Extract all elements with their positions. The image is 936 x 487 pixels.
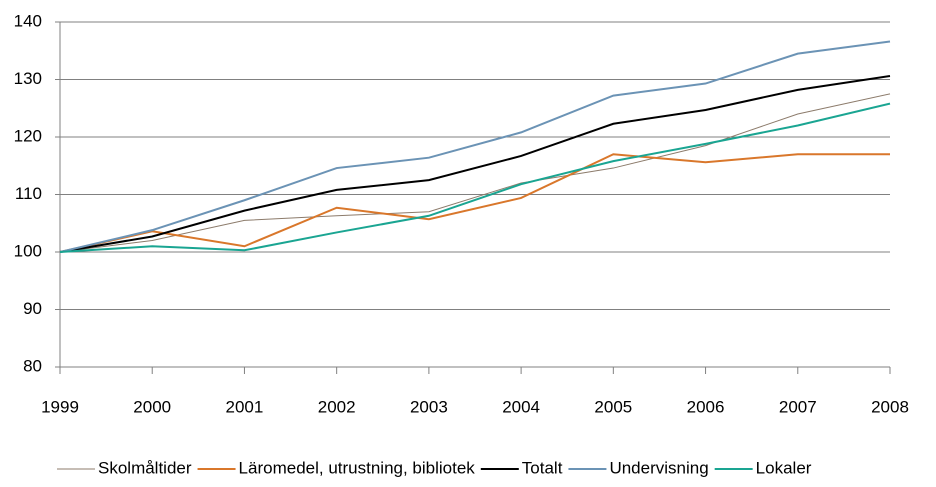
legend-label: Lokaler xyxy=(756,458,812,477)
x-tick-label: 2002 xyxy=(318,397,356,416)
series-line xyxy=(59,102,891,253)
legend-label: Totalt xyxy=(522,458,563,477)
x-tick-label: 2003 xyxy=(410,397,448,416)
series-line xyxy=(59,40,891,253)
x-tick-label: 2000 xyxy=(133,397,171,416)
y-tick-label: 130 xyxy=(14,69,42,88)
series-line xyxy=(59,93,891,253)
x-tick-label: 2004 xyxy=(502,397,540,416)
y-tick-label: 80 xyxy=(23,356,42,375)
y-tick-label: 120 xyxy=(14,126,42,145)
x-tick-label: 2006 xyxy=(687,397,725,416)
legend-label: Undervisning xyxy=(609,458,708,477)
x-tick-label: 1999 xyxy=(41,397,79,416)
y-tick-label: 90 xyxy=(23,299,42,318)
x-tick-label: 2001 xyxy=(226,397,264,416)
x-tick-label: 2007 xyxy=(779,397,817,416)
x-tick-label: 2008 xyxy=(871,397,909,416)
legend-label: Skolmåltider xyxy=(98,458,192,477)
y-tick-label: 110 xyxy=(15,184,42,203)
series-line xyxy=(59,75,891,253)
y-tick-label: 140 xyxy=(14,11,42,30)
y-tick-label: 100 xyxy=(14,241,42,260)
x-tick-label: 2005 xyxy=(594,397,632,416)
series-line xyxy=(59,153,890,253)
legend-label: Läromedel, utrustning, bibliotek xyxy=(239,458,476,477)
